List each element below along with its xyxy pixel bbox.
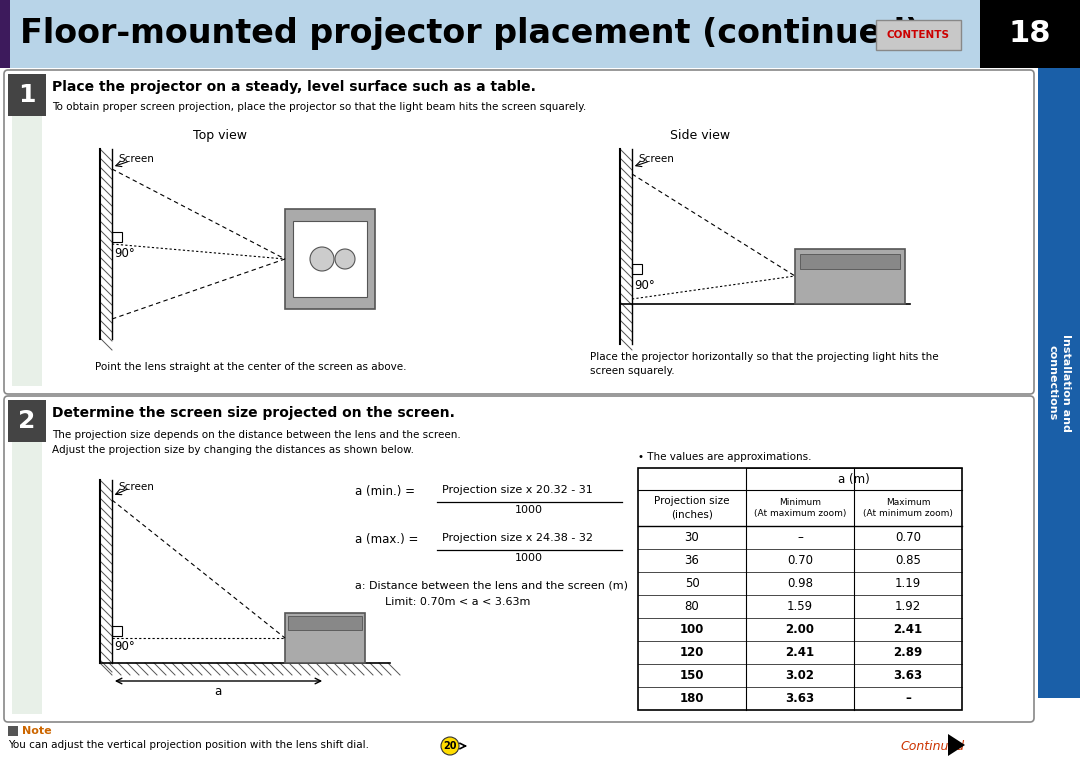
Text: You can adjust the vertical projection position with the lens shift dial.: You can adjust the vertical projection p…	[8, 740, 369, 750]
Bar	[876, 20, 961, 50]
Text: • The values are approximations.: • The values are approximations.	[638, 452, 811, 462]
Bar	[112, 232, 122, 242]
Text: Installation and
connections: Installation and connections	[1047, 334, 1071, 432]
Bar	[285, 209, 375, 309]
Text: 2.00: 2.00	[785, 623, 814, 636]
Text: 120: 120	[679, 646, 704, 659]
Text: –: –	[905, 692, 910, 705]
Text: Place the projector horizontally so that the projecting light hits the
screen sq: Place the projector horizontally so that…	[590, 352, 939, 376]
Text: a: Distance between the lens and the screen (m): a: Distance between the lens and the scr…	[355, 581, 627, 591]
Text: 2: 2	[18, 409, 36, 433]
Bar	[285, 613, 365, 663]
Text: Maximum
(At minimum zoom): Maximum (At minimum zoom)	[863, 498, 953, 518]
Bar	[795, 249, 905, 304]
Text: a: a	[214, 685, 221, 698]
Polygon shape	[948, 734, 966, 756]
Text: 100: 100	[679, 623, 704, 636]
Text: To obtain proper screen projection, place the projector so that the light beam h: To obtain proper screen projection, plac…	[52, 102, 586, 112]
Bar	[112, 626, 122, 636]
Text: 1.19: 1.19	[895, 577, 921, 590]
Text: Note: Note	[22, 726, 52, 736]
Text: 18: 18	[1009, 20, 1051, 48]
Text: Limit: 0.70m < a < 3.63m: Limit: 0.70m < a < 3.63m	[384, 597, 530, 607]
Text: 3.63: 3.63	[893, 669, 922, 682]
Text: Screen: Screen	[118, 154, 153, 164]
FancyBboxPatch shape	[4, 396, 1034, 722]
Text: 1: 1	[18, 83, 36, 107]
Bar	[0, 0, 10, 68]
Text: 90°: 90°	[634, 279, 654, 292]
Text: a (max.) =: a (max.) =	[355, 533, 418, 546]
Text: 50: 50	[685, 577, 700, 590]
Text: 90°: 90°	[114, 247, 135, 260]
Text: a (m): a (m)	[838, 472, 869, 485]
Text: 1000: 1000	[515, 505, 543, 515]
Text: Projection size x 20.32 - 31: Projection size x 20.32 - 31	[442, 485, 593, 495]
Circle shape	[335, 249, 355, 269]
Text: 0.70: 0.70	[787, 554, 813, 567]
Text: 3.63: 3.63	[785, 692, 814, 705]
Circle shape	[310, 247, 334, 271]
Bar	[12, 404, 42, 714]
Bar	[980, 0, 1080, 68]
Text: –: –	[797, 531, 802, 544]
Text: Continued: Continued	[900, 740, 964, 753]
Text: The projection size depends on the distance between the lens and the screen.: The projection size depends on the dista…	[52, 430, 461, 440]
Text: Point the lens straight at the center of the screen as above.: Point the lens straight at the center of…	[95, 362, 406, 372]
FancyBboxPatch shape	[4, 70, 1034, 394]
Text: Projection size x 24.38 - 32: Projection size x 24.38 - 32	[442, 533, 593, 543]
Text: 1000: 1000	[515, 553, 543, 563]
Text: a (min.) =: a (min.) =	[355, 485, 415, 498]
Text: 20: 20	[443, 741, 457, 751]
Text: 0.85: 0.85	[895, 554, 921, 567]
Text: Determine the screen size projected on the screen.: Determine the screen size projected on t…	[52, 406, 455, 420]
Bar	[12, 78, 42, 386]
Text: 2.89: 2.89	[893, 646, 922, 659]
Text: Floor-mounted projector placement (continued): Floor-mounted projector placement (conti…	[21, 18, 920, 50]
Bar	[288, 616, 362, 630]
Bar	[8, 400, 46, 442]
Text: Projection size
(inches): Projection size (inches)	[654, 497, 730, 520]
Text: Top view: Top view	[193, 129, 247, 142]
Text: 3.02: 3.02	[785, 669, 814, 682]
Text: 2.41: 2.41	[785, 646, 814, 659]
Bar	[1038, 68, 1080, 698]
Text: Minimum
(At maximum zoom): Minimum (At maximum zoom)	[754, 498, 847, 518]
Text: 0.98: 0.98	[787, 577, 813, 590]
Text: Place the projector on a steady, level surface such as a table.: Place the projector on a steady, level s…	[52, 80, 536, 94]
Text: CONTENTS: CONTENTS	[887, 30, 949, 40]
Text: 2.41: 2.41	[893, 623, 922, 636]
Bar	[293, 221, 367, 297]
Text: 150: 150	[679, 669, 704, 682]
Bar	[0, 0, 1080, 68]
Text: 36: 36	[685, 554, 700, 567]
Bar	[800, 254, 900, 269]
Text: Screen: Screen	[118, 482, 153, 492]
Text: 1.92: 1.92	[895, 600, 921, 613]
Text: Screen: Screen	[638, 154, 674, 164]
Text: 30: 30	[685, 531, 700, 544]
Bar	[638, 468, 962, 710]
Text: Adjust the projection size by changing the distances as shown below.: Adjust the projection size by changing t…	[52, 445, 414, 455]
Text: 0.70: 0.70	[895, 531, 921, 544]
Text: 90°: 90°	[114, 640, 135, 653]
Text: Side view: Side view	[670, 129, 730, 142]
Bar	[632, 264, 642, 274]
Text: 180: 180	[679, 692, 704, 705]
Circle shape	[441, 737, 459, 755]
Text: 1.59: 1.59	[787, 600, 813, 613]
Text: 80: 80	[685, 600, 700, 613]
Bar	[8, 726, 18, 736]
Bar	[8, 74, 46, 116]
